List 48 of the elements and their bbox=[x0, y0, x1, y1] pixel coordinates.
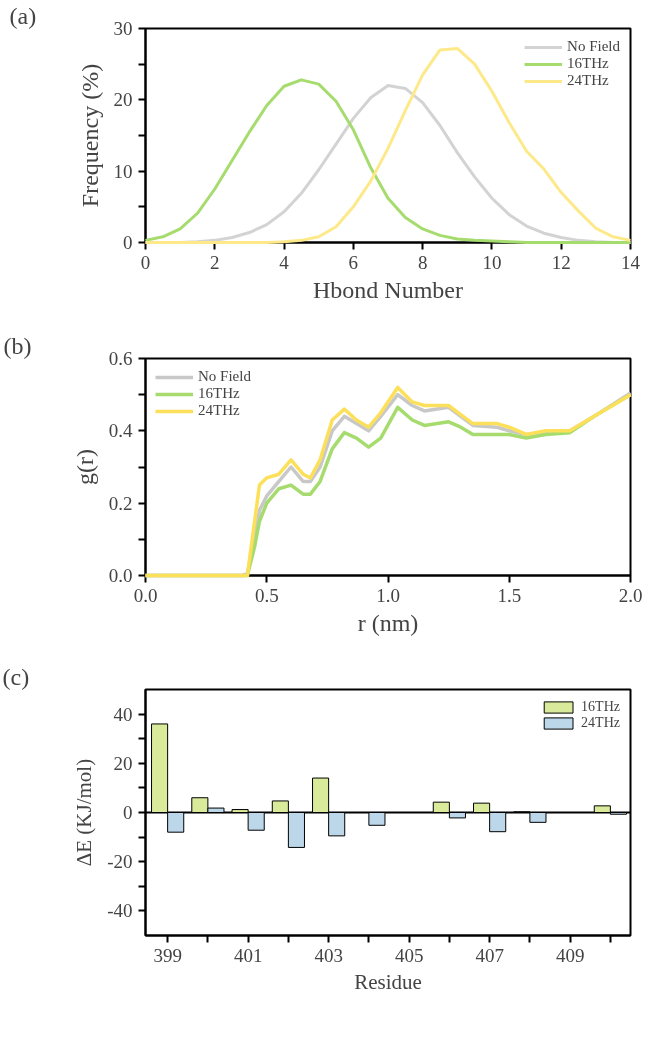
legend-label: No Field bbox=[198, 368, 251, 385]
y-axis-title: Frequency (%) bbox=[76, 63, 103, 208]
y-tick-label: 10 bbox=[113, 160, 133, 182]
y-tick-label: 0.0 bbox=[108, 565, 133, 586]
legend-label: No Field bbox=[567, 38, 620, 55]
y-tick-label: 30 bbox=[113, 18, 133, 39]
x-tick-label: 2.0 bbox=[618, 584, 643, 606]
text: (c) bbox=[2, 663, 30, 690]
y-tick-label: 20 bbox=[113, 752, 133, 774]
x-tick-label: 14 bbox=[621, 251, 641, 273]
y-tick-label: -40 bbox=[107, 900, 133, 922]
y-tick-label: 40 bbox=[113, 703, 133, 725]
y-axis-title: g(r) bbox=[71, 449, 98, 485]
x-axis-title: Hbond Number bbox=[313, 276, 463, 303]
x-axis-title: r (nm) bbox=[357, 609, 419, 636]
x-tick-label: 1.5 bbox=[497, 584, 522, 606]
text: (a) bbox=[9, 2, 37, 29]
y-tick-label: 0.4 bbox=[108, 420, 133, 442]
y-tick-label: 20 bbox=[113, 89, 133, 111]
x-tick-label: 8 bbox=[417, 251, 428, 273]
x-tick-label: 4 bbox=[279, 251, 290, 273]
x-tick-label: 2 bbox=[210, 251, 220, 273]
x-tick-label: 403 bbox=[314, 944, 343, 966]
x-tick-label: 409 bbox=[555, 944, 585, 966]
legend-label: 16THz bbox=[198, 385, 240, 402]
y-tick-label: 0 bbox=[123, 802, 133, 823]
x-tick-label: 401 bbox=[233, 944, 263, 966]
y-tick-label: -20 bbox=[107, 851, 133, 873]
y-tick-label: 0 bbox=[123, 232, 133, 253]
legend-label: 24THz bbox=[581, 715, 620, 731]
x-tick-label: 399 bbox=[153, 944, 182, 966]
legend-label: 16THz bbox=[567, 55, 609, 72]
x-tick-label: 405 bbox=[394, 944, 424, 966]
x-tick-label: 10 bbox=[482, 251, 502, 273]
x-tick-label: 0.5 bbox=[254, 584, 279, 606]
x-tick-label: 12 bbox=[551, 251, 571, 273]
x-tick-label: 407 bbox=[475, 944, 504, 966]
legend-label: 24THz bbox=[567, 72, 609, 89]
x-tick-label: 6 bbox=[348, 251, 359, 273]
y-axis-title: ΔE (KJ/mol) bbox=[72, 758, 97, 867]
y-tick-label: 0.6 bbox=[108, 348, 133, 369]
legend-label: 24THz bbox=[198, 402, 240, 419]
x-axis-title: Residue bbox=[354, 969, 422, 994]
x-tick-label: 0 bbox=[140, 251, 151, 273]
legend-label: 16THz bbox=[581, 699, 620, 715]
x-tick-label: 1.0 bbox=[376, 584, 400, 606]
text: (b) bbox=[3, 332, 32, 359]
y-tick-label: 0.2 bbox=[108, 492, 133, 514]
